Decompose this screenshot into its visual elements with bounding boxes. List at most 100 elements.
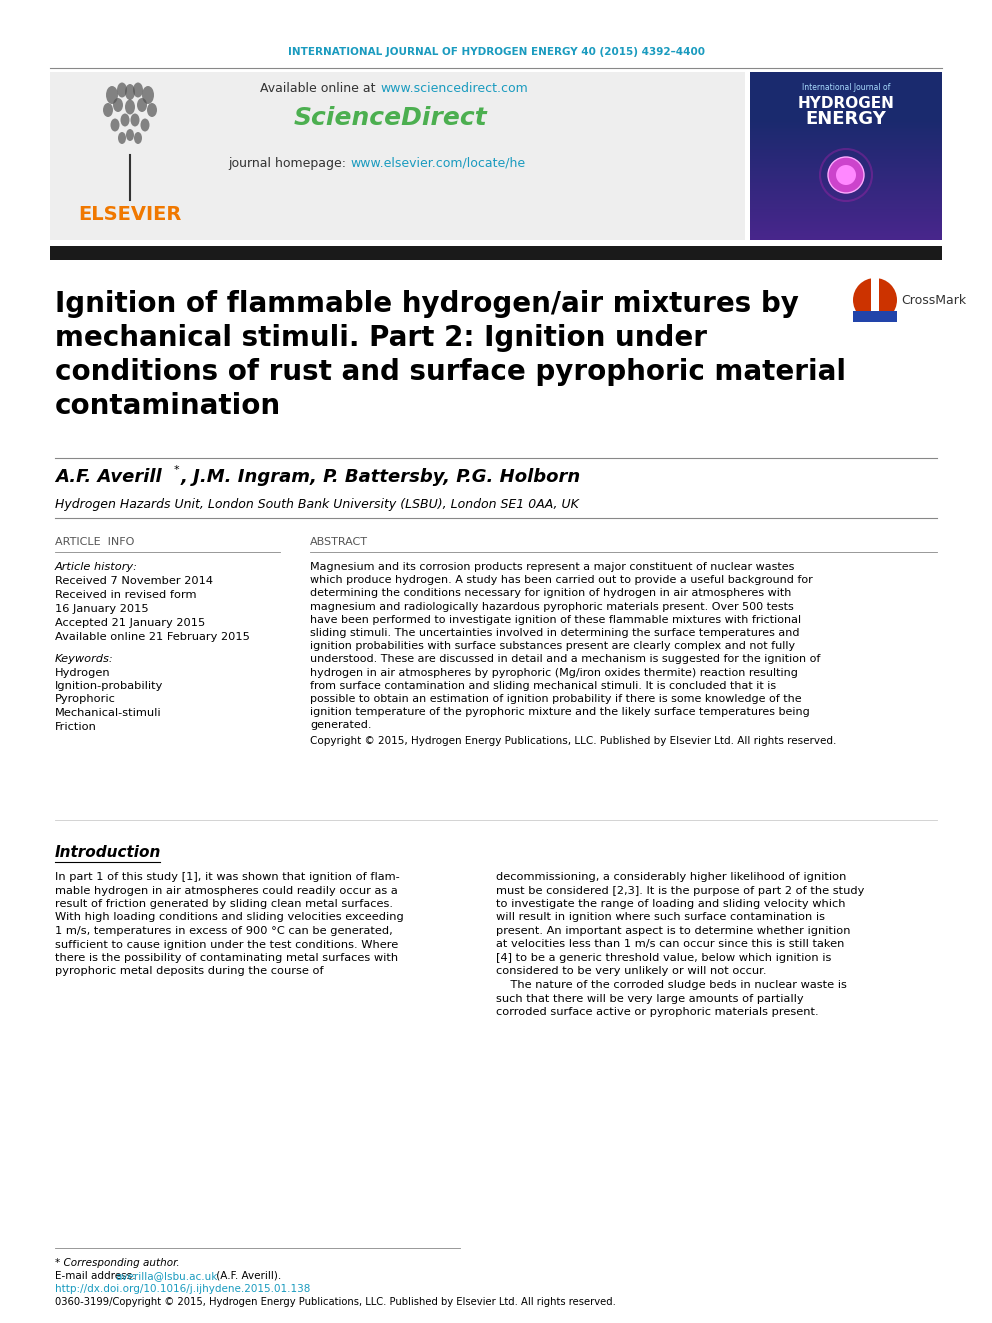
Text: Friction: Friction (55, 721, 97, 732)
Bar (750, 135, 942, 136)
Bar (871, 278, 879, 321)
Text: considered to be very unlikely or will not occur.: considered to be very unlikely or will n… (496, 967, 767, 976)
Ellipse shape (118, 132, 126, 144)
Bar (750, 142, 942, 143)
Text: http://dx.doi.org/10.1016/j.ijhydene.2015.01.138: http://dx.doi.org/10.1016/j.ijhydene.201… (55, 1285, 310, 1294)
Text: journal homepage:: journal homepage: (228, 156, 350, 169)
Bar (750, 164, 942, 165)
Bar (750, 171, 942, 172)
Text: ELSEVIER: ELSEVIER (78, 205, 182, 225)
Text: Introduction: Introduction (55, 845, 162, 860)
Text: 1 m/s, temperatures in excess of 900 °C can be generated,: 1 m/s, temperatures in excess of 900 °C … (55, 926, 393, 935)
Bar (750, 132, 942, 134)
Ellipse shape (126, 130, 134, 142)
Bar (750, 213, 942, 214)
Bar (750, 152, 942, 153)
Bar (750, 184, 942, 187)
Bar (750, 136, 942, 138)
Bar (750, 157, 942, 159)
Bar (750, 222, 942, 224)
Bar (750, 205, 942, 206)
Text: INTERNATIONAL JOURNAL OF HYDROGEN ENERGY 40 (2015) 4392–4400: INTERNATIONAL JOURNAL OF HYDROGEN ENERGY… (288, 48, 704, 57)
Text: generated.: generated. (310, 721, 371, 730)
Text: Magnesium and its corrosion products represent a major constituent of nuclear wa: Magnesium and its corrosion products rep… (310, 562, 795, 572)
Text: at velocities less than 1 m/s can occur since this is still taken: at velocities less than 1 m/s can occur … (496, 939, 844, 950)
Bar (750, 149, 942, 152)
Ellipse shape (141, 119, 150, 131)
Bar (750, 165, 942, 167)
Bar (750, 146, 942, 147)
Text: which produce hydrogen. A study has been carried out to provide a useful backgro: which produce hydrogen. A study has been… (310, 576, 812, 585)
Ellipse shape (106, 86, 118, 105)
Text: Hydrogen Hazards Unit, London South Bank University (LSBU), London SE1 0AA, UK: Hydrogen Hazards Unit, London South Bank… (55, 497, 579, 511)
Text: *: * (174, 464, 180, 475)
Text: ARTICLE  INFO: ARTICLE INFO (55, 537, 134, 546)
Bar (750, 143, 942, 144)
Ellipse shape (113, 98, 123, 112)
Text: corroded surface active or pyrophoric materials present.: corroded surface active or pyrophoric ma… (496, 1007, 818, 1017)
Text: Pyrophoric: Pyrophoric (55, 695, 116, 705)
Bar (750, 179, 942, 180)
Bar (750, 188, 942, 189)
Circle shape (853, 278, 897, 321)
Ellipse shape (133, 82, 143, 98)
Bar (50, 71, 745, 239)
Text: In part 1 of this study [1], it was shown that ignition of flam-: In part 1 of this study [1], it was show… (55, 872, 400, 882)
Text: Ignition of flammable hydrogen/air mixtures by: Ignition of flammable hydrogen/air mixtu… (55, 290, 799, 318)
Bar (750, 197, 942, 198)
Bar (750, 237, 942, 238)
Text: [4] to be a generic threshold value, below which ignition is: [4] to be a generic threshold value, bel… (496, 953, 831, 963)
Text: understood. These are discussed in detail and a mechanism is suggested for the i: understood. These are discussed in detai… (310, 655, 820, 664)
Text: conditions of rust and surface pyrophoric material: conditions of rust and surface pyrophori… (55, 359, 846, 386)
Bar (853, 311, 897, 321)
Bar (750, 124, 942, 126)
Text: Article history:: Article history: (55, 562, 138, 572)
Bar (750, 172, 942, 175)
Text: result of friction generated by sliding clean metal surfaces.: result of friction generated by sliding … (55, 900, 393, 909)
Text: determining the conditions necessary for ignition of hydrogen in air atmospheres: determining the conditions necessary for… (310, 589, 792, 598)
Bar (750, 181, 942, 183)
Bar (750, 180, 942, 181)
Ellipse shape (117, 82, 127, 98)
Bar (750, 220, 942, 221)
Bar (750, 168, 942, 169)
Text: sufficient to cause ignition under the test conditions. Where: sufficient to cause ignition under the t… (55, 939, 398, 950)
Text: will result in ignition where such surface contamination is: will result in ignition where such surfa… (496, 913, 825, 922)
Text: hydrogen in air atmospheres by pyrophoric (Mg/iron oxides thermite) reaction res: hydrogen in air atmospheres by pyrophori… (310, 668, 798, 677)
Text: to investigate the range of loading and sliding velocity which: to investigate the range of loading and … (496, 900, 845, 909)
Bar (750, 153, 942, 155)
Ellipse shape (120, 114, 130, 127)
Bar (750, 159, 942, 160)
Ellipse shape (110, 119, 119, 131)
Bar (750, 233, 942, 234)
Text: sliding stimuli. The uncertainties involved in determining the surface temperatu: sliding stimuli. The uncertainties invol… (310, 628, 800, 638)
Bar (750, 206, 942, 209)
Circle shape (836, 165, 856, 185)
Text: Received 7 November 2014: Received 7 November 2014 (55, 576, 213, 586)
Text: Accepted 21 January 2015: Accepted 21 January 2015 (55, 618, 205, 628)
Bar (750, 183, 942, 184)
Text: Mechanical-stimuli: Mechanical-stimuli (55, 708, 162, 718)
Bar (50, 246, 942, 261)
Text: pyrophoric metal deposits during the course of: pyrophoric metal deposits during the cou… (55, 967, 323, 976)
Ellipse shape (142, 86, 154, 105)
Text: mechanical stimuli. Part 2: Ignition under: mechanical stimuli. Part 2: Ignition und… (55, 324, 707, 352)
Text: such that there will be very large amounts of partially: such that there will be very large amoun… (496, 994, 804, 1004)
Text: mable hydrogen in air atmospheres could readily occur as a: mable hydrogen in air atmospheres could … (55, 885, 398, 896)
Bar (750, 225, 942, 226)
Text: Available online at: Available online at (261, 82, 380, 94)
Bar (750, 228, 942, 229)
Text: Copyright © 2015, Hydrogen Energy Publications, LLC. Published by Elsevier Ltd. : Copyright © 2015, Hydrogen Energy Public… (310, 736, 836, 746)
Text: there is the possibility of contaminating metal surfaces with: there is the possibility of contaminatin… (55, 953, 398, 963)
Bar (750, 232, 942, 233)
Text: decommissioning, a considerably higher likelihood of ignition: decommissioning, a considerably higher l… (496, 872, 846, 882)
Bar (750, 177, 942, 179)
Text: Hydrogen: Hydrogen (55, 668, 111, 677)
Bar (750, 216, 942, 217)
Bar (750, 134, 942, 135)
Text: * Corresponding author.: * Corresponding author. (55, 1258, 180, 1267)
Bar (750, 148, 942, 149)
Bar (750, 194, 942, 197)
Circle shape (828, 157, 864, 193)
Bar (750, 191, 942, 192)
